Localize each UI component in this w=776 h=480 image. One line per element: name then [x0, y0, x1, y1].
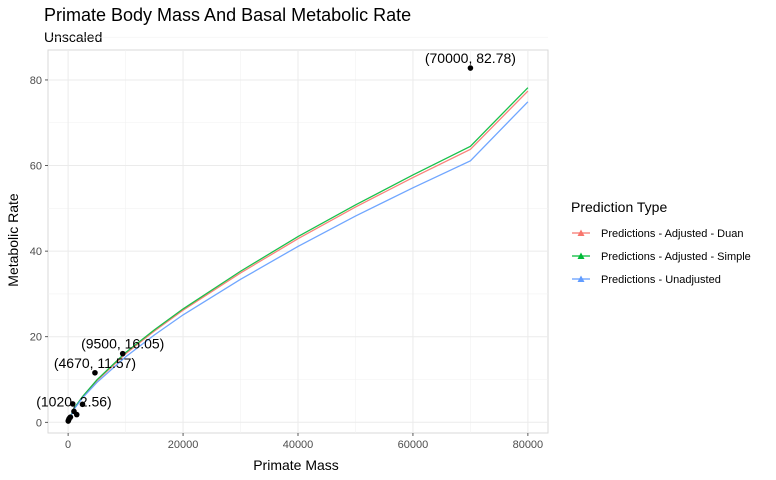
y-tick-label: 40 — [30, 246, 42, 258]
data-point — [467, 65, 474, 71]
legend-title: Prediction Type — [571, 199, 667, 215]
legend-label: Predictions - Adjusted - Simple — [601, 251, 751, 263]
legend: Prediction Type Predictions - Adjusted -… — [571, 199, 751, 286]
chart-title: Primate Body Mass And Basal Metabolic Ra… — [44, 5, 411, 25]
data-points — [65, 65, 474, 424]
data-point — [73, 411, 80, 418]
legend-label: Predictions - Unadjusted — [601, 274, 721, 286]
point-annotation: (70000, 82.78) — [425, 50, 516, 66]
legend-items: Predictions - Adjusted - Duan Predictions… — [572, 228, 751, 286]
grid-major — [48, 50, 548, 433]
legend-key-marker — [577, 229, 585, 236]
series-line — [67, 87, 529, 423]
y-axis-ticks: 0 20 40 60 80 — [30, 75, 48, 429]
legend-label: Predictions - Adjusted - Duan — [601, 228, 743, 240]
y-tick-label: 20 — [30, 332, 42, 344]
x-tick-label: 20000 — [168, 439, 199, 451]
data-point — [119, 350, 126, 357]
point-annotation: (1020, 2.56) — [36, 393, 112, 409]
x-axis-title: Primate Mass — [253, 457, 339, 473]
data-point — [79, 401, 86, 408]
data-point — [69, 401, 76, 407]
series-line — [67, 101, 529, 423]
x-tick-label: 0 — [65, 439, 71, 451]
annotations: (1020, 2.56) (4670, 11.57) (9500, 16.05) (7… — [36, 50, 516, 409]
y-tick-label: 60 — [30, 161, 42, 173]
x-tick-label: 60000 — [398, 439, 429, 451]
x-tick-label: 80000 — [513, 439, 544, 451]
point-annotation: (4670, 11.57) — [54, 355, 136, 371]
x-tick-label: 40000 — [283, 439, 314, 451]
y-tick-label: 0 — [36, 417, 42, 429]
plot-panel: (1020, 2.56) (4670, 11.57) (9500, 16.05) (7… — [36, 36, 549, 434]
y-tick-label: 80 — [30, 75, 42, 87]
legend-key-marker — [577, 252, 585, 259]
data-point — [92, 369, 98, 376]
point-annotation: (9500, 16.05) — [81, 336, 164, 352]
legend-key-marker — [577, 275, 585, 282]
y-axis-title: Metabolic Rate — [5, 193, 21, 287]
series-lines — [67, 87, 529, 423]
x-axis-ticks: 0 20000 40000 60000 80000 — [65, 433, 543, 451]
data-point — [67, 414, 74, 420]
